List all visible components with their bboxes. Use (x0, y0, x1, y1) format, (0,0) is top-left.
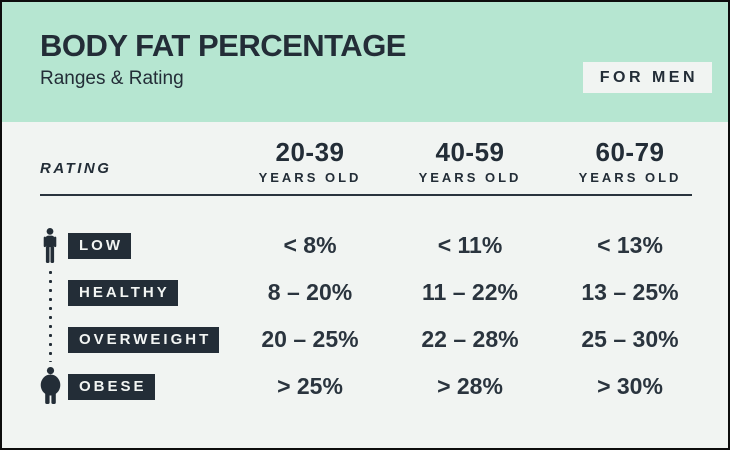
rating-badge-healthy: HEALTHY (68, 279, 178, 306)
value-obese-40-59: > 28% (437, 373, 503, 399)
table-row-overweight: OVERWEIGHT 20 – 25% 22 – 28% 25 – 30% (40, 316, 728, 363)
body-fat-table: RATING 20-39 YEARS OLD 40-59 YEARS OLD 6… (2, 122, 728, 410)
years-old-label: YEARS OLD (258, 170, 362, 185)
header-banner: BODY FAT PERCENTAGE Ranges & Rating FOR … (2, 2, 728, 122)
header-divider (40, 194, 692, 196)
value-overweight-60-79: 25 – 30% (581, 326, 679, 352)
age-range-label: 40-59 (435, 137, 505, 167)
value-healthy-60-79: 13 – 25% (581, 279, 679, 305)
years-old-label: YEARS OLD (578, 170, 682, 185)
age-column-header-60-79: 60-79 YEARS OLD (550, 137, 710, 185)
rating-cell: LOW (40, 232, 230, 259)
table-row-healthy: HEALTHY 8 – 20% 11 – 22% 13 – 25% (40, 269, 728, 316)
age-range-label: 20-39 (275, 137, 345, 167)
for-men-badge: FOR MEN (582, 62, 712, 93)
slim-person-icon (43, 228, 57, 263)
page-subtitle: Ranges & Rating (40, 68, 184, 90)
value-low-40-59: < 11% (437, 232, 503, 258)
rating-badge-overweight: OVERWEIGHT (68, 326, 220, 353)
years-old-label: YEARS OLD (418, 170, 522, 185)
age-column-header-40-59: 40-59 YEARS OLD (390, 137, 550, 185)
dotted-connector-line (47, 268, 53, 362)
table-row-obese: OBESE > 25% > 28% > 30% (40, 363, 728, 410)
body-figure-scale (40, 228, 60, 404)
value-obese-60-79: > 30% (597, 373, 663, 399)
value-low-20-39: < 8% (283, 232, 337, 258)
rating-cell: OBESE (40, 373, 230, 400)
table-row-low: LOW < 8% < 11% < 13% (40, 222, 728, 269)
rating-column-header: RATING (40, 160, 112, 177)
table-header-row: RATING 20-39 YEARS OLD 40-59 YEARS OLD 6… (40, 122, 728, 194)
obese-person-icon (40, 367, 60, 404)
rating-cell: OVERWEIGHT (40, 326, 230, 353)
value-healthy-40-59: 11 – 22% (422, 279, 518, 305)
rating-cell: HEALTHY (40, 279, 230, 306)
rating-badge-low: LOW (68, 232, 131, 259)
age-range-label: 60-79 (595, 137, 665, 167)
table-body: LOW < 8% < 11% < 13% HEALTHY 8 – 20% 11 … (40, 222, 728, 410)
value-overweight-20-39: 20 – 25% (261, 326, 359, 352)
value-healthy-20-39: 8 – 20% (267, 279, 353, 305)
rating-badge-obese: OBESE (68, 373, 155, 400)
value-low-60-79: < 13% (597, 232, 663, 258)
age-column-header-20-39: 20-39 YEARS OLD (230, 137, 390, 185)
page-title: BODY FAT PERCENTAGE (40, 28, 406, 63)
value-overweight-40-59: 22 – 28% (421, 326, 519, 352)
value-obese-20-39: > 25% (277, 373, 343, 399)
